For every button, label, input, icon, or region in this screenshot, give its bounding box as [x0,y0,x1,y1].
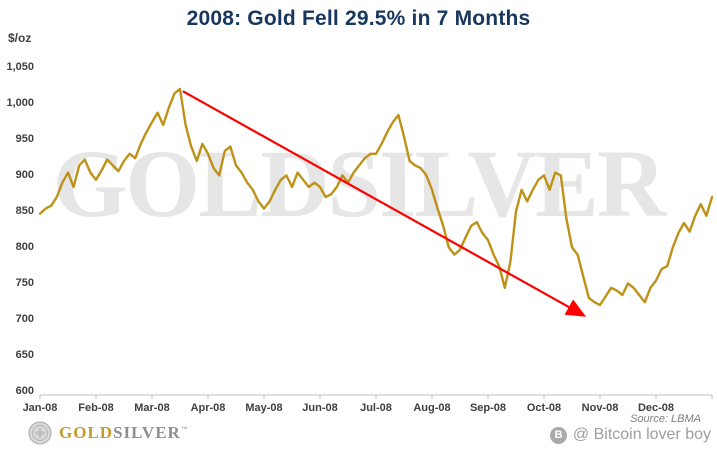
page-title: 2008: Gold Fell 29.5% in 7 Months [186,7,531,30]
svg-text:1,050: 1,050 [6,61,34,73]
svg-text:May-08: May-08 [245,402,282,414]
brand-logo: GOLDSILVER™ [28,421,189,445]
svg-text:Jan-08: Jan-08 [23,402,58,414]
svg-text:Nov-08: Nov-08 [582,402,619,414]
svg-text:750: 750 [16,277,34,289]
decline-arrow [182,90,587,317]
svg-text:800: 800 [16,241,34,253]
brand-gold: GOLD [59,423,114,442]
y-axis-unit-label: $/oz [8,31,32,45]
brand-silver: SILVER [113,423,181,442]
bitcoin-icon: B [549,426,567,444]
svg-text:850: 850 [16,205,34,217]
y-axis-labels: 600 650 700 750 800 850 900 950 1,000 1,050 [6,61,34,397]
x-axis [39,394,713,399]
svg-text:900: 900 [16,169,34,181]
svg-text:Jun-08: Jun-08 [302,402,337,414]
svg-text:700: 700 [16,313,34,325]
svg-text:600: 600 [16,385,34,397]
svg-text:Dec-08: Dec-08 [638,402,674,414]
price-chart: 600 650 700 750 800 850 900 950 1,000 1,050 Jan-08… [6,61,714,414]
svg-text:Oct-08: Oct-08 [527,402,561,414]
attribution-text: @ Bitcoin lover boy [572,426,711,443]
coin-icon [28,421,52,445]
attribution: B @ Bitcoin lover boy [549,426,711,444]
svg-text:Jul-08: Jul-08 [360,402,392,414]
x-axis-labels: Jan-08 Feb-08 Mar-08 Apr-08 May-08 Jun-08 Jul-… [23,402,674,414]
svg-text:Feb-08: Feb-08 [78,402,113,414]
svg-text:Sep-08: Sep-08 [470,402,506,414]
source-label: Source: LBMA [630,413,701,425]
svg-text:950: 950 [16,133,34,145]
svg-text:Mar-08: Mar-08 [134,402,169,414]
brand-name: GOLDSILVER™ [59,423,189,443]
svg-text:650: 650 [16,349,34,361]
svg-text:Aug-08: Aug-08 [413,402,450,414]
svg-text:1,000: 1,000 [6,97,34,109]
svg-text:Apr-08: Apr-08 [191,402,226,414]
brand-trademark: ™ [180,426,189,434]
gold-price-line [38,87,714,307]
